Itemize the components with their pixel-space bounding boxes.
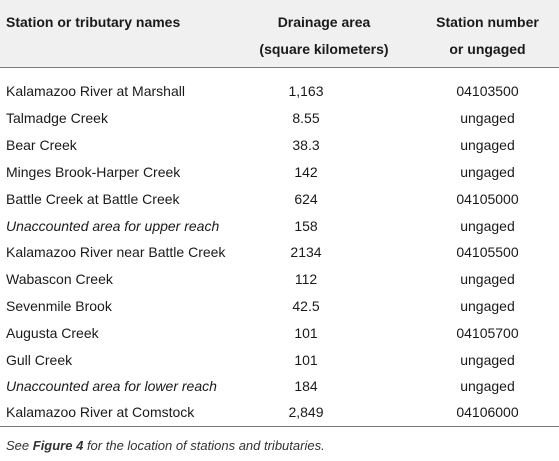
table-row: Bear Creek 38.3 ungaged <box>0 132 559 159</box>
station-name-cell: Battle Creek at Battle Creek <box>6 190 180 207</box>
station-name-cell: Kalamazoo River at Marshall <box>6 83 185 100</box>
header-row: Station or tributary names Drainage area… <box>0 0 559 68</box>
station-number-cell: 04105700 <box>456 324 519 341</box>
table-row: Kalamazoo River near Battle Creek 2134 041… <box>0 239 559 266</box>
drainage-area-cell: 101 <box>294 351 318 368</box>
footnote-prefix: See <box>6 438 33 453</box>
table-row: Talmadge Creek 8.55 ungaged <box>0 105 559 132</box>
drainage-area-cell: 2134 <box>290 244 322 261</box>
header-station-number-line1: Station number <box>436 14 539 30</box>
drainage-area-cell: 8.55 <box>292 110 320 127</box>
table-row: Unaccounted area for lower reach 184 ungag… <box>0 373 559 400</box>
station-number-cell: ungaged <box>460 271 515 288</box>
station-name-cell: Sevenmile Brook <box>6 297 112 314</box>
table-row: Kalamazoo River at Comstock 2,849 04106000 <box>0 399 559 428</box>
header-station-number-line2: or ungaged <box>449 41 526 57</box>
table-row: Gull Creek 101 ungaged <box>0 346 559 373</box>
drainage-area-table: Station or tributary names Drainage area… <box>0 0 559 428</box>
table-header: Station or tributary names Drainage area… <box>0 0 559 68</box>
station-name-cell: Augusta Creek <box>6 324 99 341</box>
station-name-cell: Unaccounted area for lower reach <box>6 378 217 395</box>
drainage-area-cell: 112 <box>294 271 318 288</box>
drainage-area-cell: 42.5 <box>292 297 320 314</box>
table-row: Minges Brook-Harper Creek 142 ungaged <box>0 159 559 186</box>
drainage-area-cell: 101 <box>294 324 318 341</box>
table-row: Augusta Creek 101 04105700 <box>0 319 559 346</box>
station-name-cell: Kalamazoo River at Comstock <box>0 399 232 428</box>
station-name-cell: Bear Creek <box>6 137 77 154</box>
footnote-suffix: for the location of stations and tributa… <box>83 438 325 453</box>
station-name-cell: Talmadge Creek <box>6 110 108 127</box>
table-row: Kalamazoo River at Marshall 1,163 04103500 <box>0 67 559 105</box>
header-station-name: Station or tributary names <box>0 0 232 68</box>
header-station-number: Station number or ungaged <box>416 0 559 68</box>
header-drainage-area-line2: (square kilometers) <box>259 41 389 57</box>
station-number-cell: ungaged <box>460 297 515 314</box>
station-number-cell: 04106000 <box>416 399 559 428</box>
station-number-cell: ungaged <box>460 137 515 154</box>
drainage-area-cell: 2,849 <box>232 399 416 428</box>
table-footnote: See Figure 4 for the location of station… <box>6 438 325 453</box>
station-number-cell: ungaged <box>460 351 515 368</box>
header-drainage-area-line1: Drainage area <box>277 14 371 30</box>
station-name-cell: Gull Creek <box>6 351 73 368</box>
station-number-cell: 04105000 <box>456 190 519 207</box>
table-row: Wabascon Creek 112 ungaged <box>0 266 559 293</box>
station-name-cell: Unaccounted area for upper reach <box>6 217 220 234</box>
station-number-cell: ungaged <box>460 378 515 395</box>
station-number-cell: ungaged <box>460 217 515 234</box>
station-number-cell: ungaged <box>460 110 515 127</box>
drainage-area-cell: 184 <box>294 378 318 395</box>
header-drainage-area: Drainage area (square kilometers) <box>232 0 416 68</box>
station-name-cell: Minges Brook-Harper Creek <box>6 163 181 180</box>
drainage-area-cell: 142 <box>294 163 318 180</box>
station-name-cell: Wabascon Creek <box>6 271 113 288</box>
table-body: Kalamazoo River at Marshall 1,163 04103500… <box>0 67 559 428</box>
table-row: Battle Creek at Battle Creek 624 04105000 <box>0 185 559 212</box>
drainage-area-cell: 158 <box>294 217 318 234</box>
table-row: Unaccounted area for upper reach 158 ungag… <box>0 212 559 239</box>
drainage-area-cell: 1,163 <box>288 83 324 100</box>
station-number-cell: 04105500 <box>456 244 519 261</box>
table-row: Sevenmile Brook 42.5 ungaged <box>0 293 559 320</box>
drainage-area-cell: 624 <box>294 190 318 207</box>
station-name-cell: Kalamazoo River near Battle Creek <box>6 244 226 261</box>
station-number-cell: ungaged <box>460 163 515 180</box>
station-number-cell: 04103500 <box>456 83 519 100</box>
figure-reference-link[interactable]: Figure 4 <box>32 438 84 453</box>
drainage-area-cell: 38.3 <box>292 137 320 154</box>
data-table-container: Station or tributary names Drainage area… <box>0 0 559 428</box>
